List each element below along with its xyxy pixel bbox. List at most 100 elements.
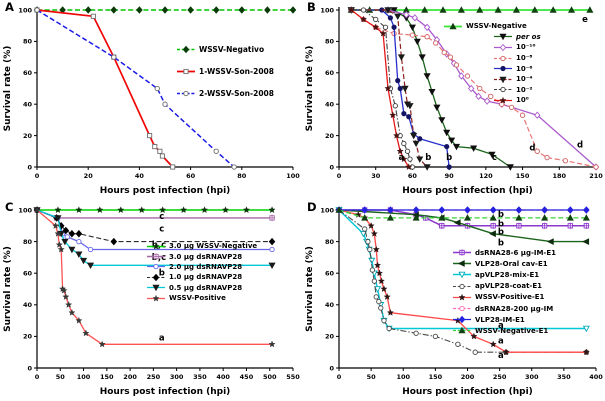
svg-text:0: 0: [337, 172, 342, 180]
svg-text:0: 0: [329, 163, 334, 171]
svg-text:40: 40: [23, 301, 33, 309]
svg-text:100: 100: [286, 172, 300, 180]
legend-item: 10⁻¹⁰: [493, 42, 541, 53]
legend-item: WSSV-Positive: [146, 293, 257, 303]
svg-text:50: 50: [56, 373, 66, 381]
svg-text:20: 20: [23, 333, 33, 341]
legend-label: VLP28-Oral cav-E1: [475, 259, 548, 268]
svg-text:210: 210: [589, 172, 603, 180]
legend-marker-circle-open: [147, 264, 165, 270]
legend-item: 3.0 μg WSSV-Negative: [146, 241, 257, 251]
svg-text:550: 550: [286, 373, 300, 381]
svg-text:150: 150: [100, 373, 114, 381]
legend-item: WSSV-Negative-E1: [452, 325, 556, 336]
svg-text:80: 80: [23, 38, 33, 46]
svg-text:20: 20: [325, 132, 335, 140]
panel-D-letter: D: [307, 200, 317, 214]
svg-text:b,c: b,c: [152, 253, 166, 263]
svg-text:300: 300: [525, 373, 539, 381]
svg-text:0: 0: [337, 373, 342, 381]
panel-D-chart: 0 50 100 150 200 250 300 350 400 0 20 40 60 80 100 Hour…: [305, 206, 603, 397]
legend-item: VLP28-Oral cav-E1: [452, 258, 556, 269]
legend-item: WSSV-Positive-E1: [452, 292, 556, 303]
svg-text:Hours post infection (hpi): Hours post infection (hpi): [402, 387, 533, 397]
svg-text:d: d: [529, 144, 535, 154]
legend-marker-triangle-up-filled: [444, 22, 462, 29]
legend-marker-diamond-filled: [177, 45, 195, 53]
legend-label: 3.0 μg WSSV-Negative: [169, 242, 258, 251]
svg-text:a: a: [159, 333, 165, 343]
svg-text:100: 100: [396, 373, 410, 381]
svg-text:Hours post infection (hpi): Hours post infection (hpi): [100, 186, 231, 196]
legend-marker-diamond-filled: [147, 273, 165, 282]
legend-item: 10⁻²: [493, 85, 541, 96]
svg-text:40: 40: [135, 172, 145, 180]
svg-text:0: 0: [35, 172, 40, 180]
panel-A: 0 20 40 60 80 100 0 20 40 60 80 100 Hours post infec…: [0, 0, 302, 200]
svg-text:100: 100: [77, 373, 91, 381]
svg-text:20: 20: [84, 172, 94, 180]
legend-marker-triangle-up-filled: [453, 327, 471, 334]
svg-text:500: 500: [263, 373, 277, 381]
svg-text:150: 150: [429, 373, 443, 381]
legend-label: apVLP28-mix-E1: [475, 270, 540, 279]
svg-text:a: a: [498, 321, 504, 331]
panel-C-letter: C: [5, 200, 14, 214]
legend-marker-circle-open: [453, 305, 471, 312]
svg-text:Survival rate (%): Survival rate (%): [3, 46, 13, 132]
svg-text:0: 0: [329, 364, 334, 372]
legend-marker-circle-open: [177, 90, 195, 96]
svg-text:0: 0: [35, 373, 40, 381]
legend-marker-circle-filled: [494, 66, 512, 72]
svg-text:c: c: [492, 153, 497, 163]
svg-text:450: 450: [240, 373, 254, 381]
svg-text:60: 60: [186, 172, 196, 180]
legend-label: 10⁻¹⁰: [516, 43, 536, 52]
legend-marker-triangle-down-filled: [494, 76, 512, 84]
legend-item: 10⁻⁸: [493, 53, 541, 64]
legend-item: WSSV-Negativo: [176, 38, 274, 60]
svg-text:e: e: [582, 15, 588, 25]
legend-item: per os: [493, 32, 541, 43]
svg-text:Survival rate (%): Survival rate (%): [305, 246, 315, 332]
svg-text:30: 30: [371, 172, 381, 180]
legend-item: 3.0 μg dsRNAVP28: [146, 251, 257, 261]
svg-text:40: 40: [325, 301, 335, 309]
svg-text:60: 60: [23, 270, 33, 278]
legend-label: 3.0 μg dsRNAVP28: [169, 252, 243, 261]
legend-marker-circle-open: [494, 55, 512, 61]
svg-text:400: 400: [589, 373, 603, 381]
legend-label: WSSV-Negative-E1: [475, 326, 549, 335]
legend-label: 10⁰: [516, 96, 529, 105]
legend-label: WSSV-Positive: [169, 294, 226, 303]
legend-marker-star-filled: [453, 293, 471, 301]
legend-item: 10⁻⁴: [493, 74, 541, 85]
legend-label: per os: [516, 32, 541, 41]
legend-marker-triangle-left-filled: [453, 260, 471, 268]
legend-marker-triangle-down-filled: [494, 34, 512, 41]
svg-text:100: 100: [18, 206, 32, 214]
legend-label: WSSV-Positive-E1: [475, 293, 545, 302]
legend-label: WSSV-Negative: [466, 22, 527, 31]
legend-marker-diamond-open: [494, 43, 512, 52]
panel-D-legend: dsRNA28-6 μg-IM-E1 VLP28-Oral cav-E1 apVLP…: [452, 247, 556, 337]
legend-label: 10⁻⁸: [516, 54, 533, 63]
legend-item: 0.5 μg dsRNAVP28: [146, 283, 257, 293]
legend-label: 1-WSSV-Son-2008: [199, 66, 274, 76]
svg-text:80: 80: [237, 172, 247, 180]
legend-label: apVLP28-coat-E1: [475, 282, 542, 291]
legend-item: 1.0 μg dsRNAVP28: [146, 272, 257, 282]
legend-marker-triangle-down-filled: [147, 285, 165, 292]
svg-text:d: d: [577, 141, 583, 151]
svg-text:20: 20: [325, 333, 335, 341]
legend-item: dsRNA28-6 μg-IM-E1: [452, 247, 556, 258]
legend-item: apVLP28-coat-E1: [452, 281, 556, 292]
legend-label: 0.5 μg dsRNAVP28: [169, 283, 243, 292]
legend-item: dsRNA28-200 μg-IM: [452, 303, 556, 314]
svg-text:100: 100: [320, 6, 334, 14]
panel-A-letter: A: [5, 0, 14, 14]
svg-text:350: 350: [557, 373, 571, 381]
svg-text:b: b: [498, 210, 504, 220]
legend-marker-circle-open: [494, 87, 512, 93]
